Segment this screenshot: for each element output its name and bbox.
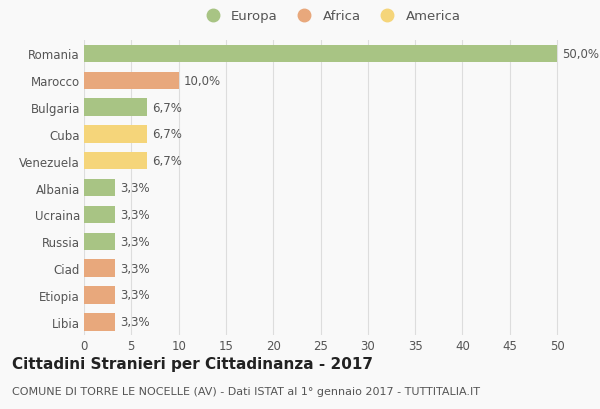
Text: 6,7%: 6,7% — [152, 128, 182, 141]
Bar — [84, 72, 179, 90]
Bar — [84, 45, 557, 63]
Text: 3,3%: 3,3% — [120, 262, 149, 275]
Text: 6,7%: 6,7% — [152, 101, 182, 114]
Bar — [84, 180, 115, 197]
Legend: Europa, Africa, America: Europa, Africa, America — [194, 5, 466, 29]
Text: Cittadini Stranieri per Cittadinanza - 2017: Cittadini Stranieri per Cittadinanza - 2… — [12, 356, 373, 371]
Bar — [84, 313, 115, 331]
Bar — [84, 126, 148, 143]
Bar — [84, 99, 148, 117]
Text: 50,0%: 50,0% — [562, 48, 599, 61]
Bar — [84, 260, 115, 277]
Text: 6,7%: 6,7% — [152, 155, 182, 168]
Text: 3,3%: 3,3% — [120, 315, 149, 328]
Text: 3,3%: 3,3% — [120, 182, 149, 195]
Bar — [84, 206, 115, 224]
Bar — [84, 287, 115, 304]
Text: 3,3%: 3,3% — [120, 235, 149, 248]
Text: 3,3%: 3,3% — [120, 209, 149, 221]
Text: 3,3%: 3,3% — [120, 289, 149, 302]
Text: COMUNE DI TORRE LE NOCELLE (AV) - Dati ISTAT al 1° gennaio 2017 - TUTTITALIA.IT: COMUNE DI TORRE LE NOCELLE (AV) - Dati I… — [12, 387, 480, 396]
Bar — [84, 153, 148, 170]
Bar — [84, 233, 115, 250]
Text: 10,0%: 10,0% — [184, 74, 220, 88]
